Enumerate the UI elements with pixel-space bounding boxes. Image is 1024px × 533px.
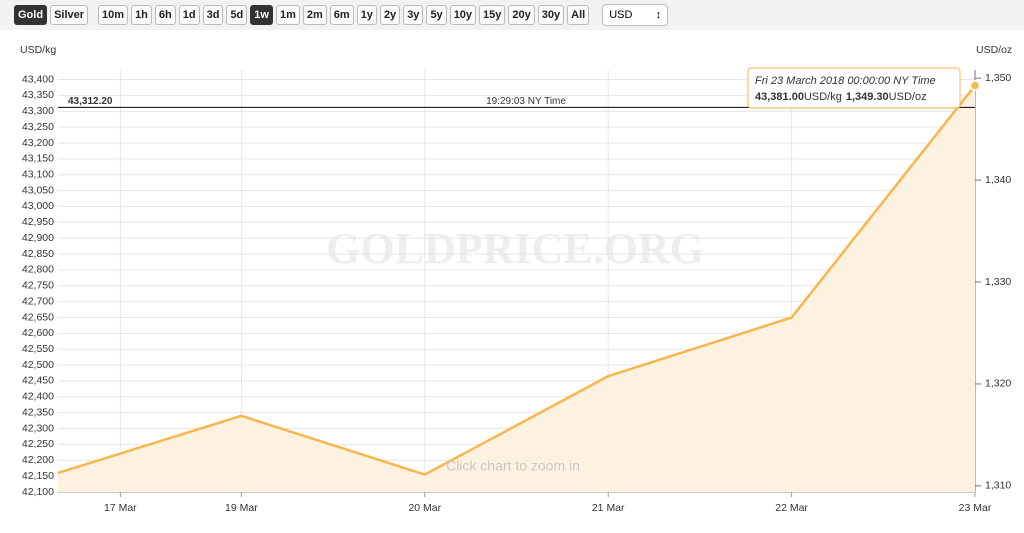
y-tick-label: 42,600: [22, 327, 54, 339]
toolbar-button[interactable]: 3y: [403, 5, 424, 25]
y-tick-label: 43,350: [22, 89, 54, 101]
x-tick-label: 19 Mar: [225, 502, 258, 514]
y-tick-label: 42,950: [22, 216, 54, 228]
y-tick-label: 42,450: [22, 375, 54, 387]
toolbar-button[interactable]: 5d: [226, 5, 248, 25]
tooltip-oz-value: 1,349.30: [846, 91, 889, 103]
toolbar-button[interactable]: 2m: [302, 5, 327, 25]
y-tick-label: 42,750: [22, 280, 54, 292]
toolbar-button[interactable]: 1d: [178, 5, 200, 25]
toolbar-button[interactable]: 1y: [356, 5, 377, 25]
tooltip-kg-unit: USD/kg: [804, 91, 842, 103]
tooltip-oz-unit: USD/oz: [889, 91, 927, 103]
y-tick-label: 42,500: [22, 359, 54, 371]
y-tick-label: 43,100: [22, 168, 54, 180]
y-tick-label: 42,900: [22, 232, 54, 244]
line: [57, 84, 976, 476]
y-tick-label: 42,200: [22, 454, 54, 466]
toolbar-button[interactable]: 3d: [202, 5, 224, 25]
crosshair-time: 19:29:03 NY Time: [486, 96, 566, 107]
select-arrow: ↕: [655, 9, 662, 21]
toolbar-button[interactable]: 1m: [275, 5, 300, 25]
y-tick-label: 42,350: [22, 406, 54, 418]
y2-tick-label: 1,330: [985, 276, 1011, 288]
y-tick-label: 42,650: [22, 311, 54, 323]
toolbar-button[interactable]: 20y: [508, 5, 535, 25]
x-tick-label: 17 Mar: [104, 502, 137, 514]
y-tick-label: 43,400: [22, 73, 54, 85]
toolbar-button[interactable]: 6m: [329, 5, 354, 25]
watermark: GOLDPRICE.ORG: [326, 224, 704, 273]
y-tick-label: 43,150: [22, 153, 54, 165]
toolbar-button[interactable]: 1w: [250, 5, 273, 25]
x-tick-label: 23 Mar: [959, 502, 992, 514]
y-tick-label: 42,400: [22, 391, 54, 403]
toolbar-button[interactable]: 10y: [449, 5, 477, 25]
toolbar-button[interactable]: All: [567, 5, 590, 25]
y-tick-label: 43,200: [22, 137, 54, 149]
crosshair-value: 43,312.20: [68, 96, 113, 107]
currency-label: USD: [609, 9, 633, 21]
y-tick-label: 42,150: [22, 470, 54, 482]
y2-tick-label: 1,310: [985, 480, 1011, 492]
y-tick-label: 43,300: [22, 105, 54, 117]
y2-tick-label: 1,350: [985, 72, 1011, 84]
y-axis-title: USD/kg: [20, 44, 56, 56]
tooltip-kg-value: 43,381.00: [755, 91, 804, 103]
toolbar-button[interactable]: 6h: [154, 5, 176, 25]
zoom-hint: Click chart to zoom in: [446, 458, 580, 474]
y-tick-label: 42,800: [22, 264, 54, 276]
y-tick-label: 43,000: [22, 200, 54, 212]
toolbar-button[interactable]: 2y: [379, 5, 401, 25]
x-tick-label: 20 Mar: [408, 502, 441, 514]
toolbar-button[interactable]: Gold: [14, 5, 48, 25]
toolbar-button[interactable]: 1h: [131, 5, 152, 25]
tooltip-values: 43,381.00USD/kg 1,349.30USD/oz: [755, 91, 927, 103]
tooltip-date: Fri 23 March 2018 00:00:00 NY Time: [755, 75, 936, 87]
toolbar: Gold Silver 10m 1h 6h 1d 3d 5d 1w 1m 2m 6m 1y 2y 3y 5y 1…: [0, 0, 1024, 30]
y2-tick-label: 1,320: [985, 378, 1011, 390]
toolbar-button[interactable]: 30y: [537, 5, 565, 25]
x-tick-label: 21 Mar: [592, 502, 625, 514]
y-tick-label: 43,050: [22, 184, 54, 196]
y-tick-label: 42,550: [22, 343, 54, 355]
y2-axis-title: USD/oz: [976, 44, 1012, 56]
toolbar-button[interactable]: 10m: [98, 5, 129, 25]
toolbar-button[interactable]: 5y: [426, 5, 447, 25]
x-tick-label: 22 Mar: [775, 502, 808, 514]
hover-marker: [969, 80, 981, 91]
tooltip-box: [747, 67, 961, 109]
y-tick-label: 42,100: [22, 486, 54, 498]
y2-tick-label: 1,340: [985, 174, 1011, 186]
y-tick-label: 42,850: [22, 248, 54, 260]
currency-select[interactable]: USD ↕: [602, 4, 669, 26]
y-tick-label: 42,300: [22, 422, 54, 434]
y-tick-label: 42,250: [22, 438, 54, 450]
toolbar-button[interactable]: 15y: [479, 5, 506, 25]
y-tick-label: 43,250: [22, 121, 54, 133]
y-tick-label: 42,700: [22, 295, 54, 307]
toolbar-button[interactable]: Silver: [50, 5, 89, 25]
area: [58, 85, 975, 493]
